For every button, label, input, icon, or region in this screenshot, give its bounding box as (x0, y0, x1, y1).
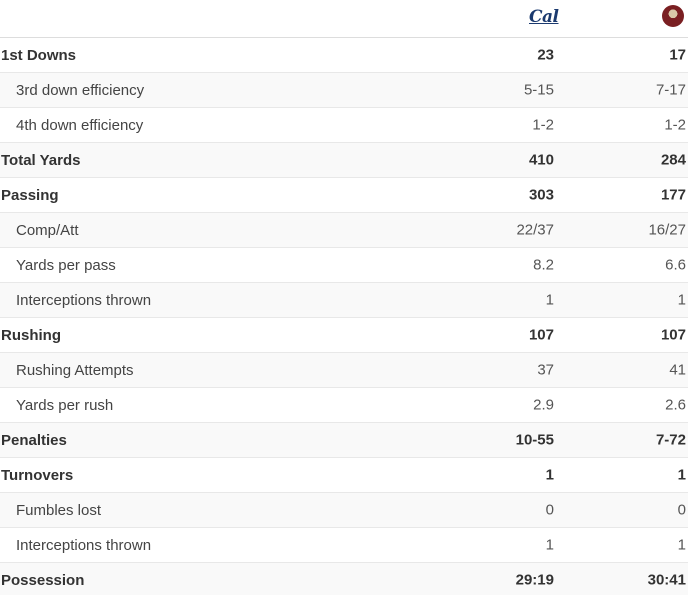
team-a-value: 1-2 (532, 116, 554, 134)
stat-label: Penalties (0, 422, 420, 458)
stat-row: 1st Downs 23 17 (0, 37, 688, 73)
team-a-value: 0 (545, 501, 554, 519)
stat-values: 2.9 2.6 (420, 387, 688, 423)
team-b-value: 6.6 (665, 256, 686, 274)
team-b-value: 30:41 (647, 571, 686, 589)
team-a-value: 10-55 (515, 431, 554, 449)
stat-values: 22/37 16/27 (420, 212, 688, 248)
stat-label: Yards per pass (0, 247, 420, 283)
team-b-value: 17 (669, 46, 686, 64)
team-header-row: Cal (0, 0, 688, 38)
stat-label: Rushing Attempts (0, 352, 420, 388)
team-b-value: 1-2 (664, 116, 686, 134)
stat-values: 37 41 (420, 352, 688, 388)
stat-values: 107 107 (420, 317, 688, 353)
team-a-value: 29:19 (515, 571, 554, 589)
team-a-value: 22/37 (516, 221, 554, 239)
stat-row: Turnovers 1 1 (0, 457, 688, 493)
stat-values: 8.2 6.6 (420, 247, 688, 283)
fsu-seminoles-logo-icon[interactable] (662, 5, 684, 27)
stat-label: 4th down efficiency (0, 107, 420, 143)
team-b-value: 41 (669, 361, 686, 379)
stat-row: Interceptions thrown 1 1 (0, 282, 688, 318)
stat-values: 1-2 1-2 (420, 107, 688, 143)
team-a-value: 5-15 (523, 81, 554, 99)
stat-label: Passing (0, 177, 420, 213)
team-a-value: 107 (528, 326, 554, 344)
team-b-value: 2.6 (665, 396, 686, 414)
team-b-value: 107 (660, 326, 686, 344)
stat-label: Comp/Att (0, 212, 420, 248)
team-b-value: 16/27 (648, 221, 686, 239)
stat-label: 3rd down efficiency (0, 72, 420, 108)
team-b-value: 1 (677, 291, 686, 309)
stat-values: 410 284 (420, 142, 688, 178)
team-a-value: 410 (528, 151, 554, 169)
team-a-value: 1 (545, 291, 554, 309)
team-b-value: 1 (677, 536, 686, 554)
stat-row: Interceptions thrown 1 1 (0, 527, 688, 563)
team-a-value: 23 (537, 46, 554, 64)
stat-row: Penalties 10-55 7-72 (0, 422, 688, 458)
stat-values: 303 177 (420, 177, 688, 213)
team-b-value: 7-17 (655, 81, 686, 99)
stat-label: Interceptions thrown (0, 527, 420, 563)
team-a-value: 1 (545, 466, 554, 484)
team-a-value: 8.2 (533, 256, 554, 274)
stat-row: Total Yards 410 284 (0, 142, 688, 178)
cal-logo-icon[interactable]: Cal (529, 7, 559, 27)
stat-row: Fumbles lost 0 0 (0, 492, 688, 528)
stat-values: 10-55 7-72 (420, 422, 688, 458)
stat-row: 4th down efficiency 1-2 1-2 (0, 107, 688, 143)
team-a-value: 1 (545, 536, 554, 554)
stat-label: Total Yards (0, 142, 420, 178)
stat-row: Rushing Attempts 37 41 (0, 352, 688, 388)
team-logos-cell: Cal (0, 0, 688, 38)
team-b-value: 1 (677, 466, 686, 484)
stat-label: Fumbles lost (0, 492, 420, 528)
stat-label: Rushing (0, 317, 420, 353)
stat-label: Possession (0, 562, 420, 595)
stat-values: 29:19 30:41 (420, 562, 688, 595)
stat-row: Passing 303 177 (0, 177, 688, 213)
stat-row: Rushing 107 107 (0, 317, 688, 353)
team-b-value: 177 (660, 186, 686, 204)
stat-label: Turnovers (0, 457, 420, 493)
stat-values: 23 17 (420, 37, 688, 73)
stat-values: 5-15 7-17 (420, 72, 688, 108)
stat-label: Interceptions thrown (0, 282, 420, 318)
stat-row: Possession 29:19 30:41 (0, 562, 688, 595)
team-a-value: 37 (537, 361, 554, 379)
team-b-value: 0 (677, 501, 686, 519)
stat-row: Yards per rush 2.9 2.6 (0, 387, 688, 423)
stat-label: Yards per rush (0, 387, 420, 423)
stat-label: 1st Downs (0, 37, 420, 73)
team-a-value: 2.9 (533, 396, 554, 414)
stat-row: Comp/Att 22/37 16/27 (0, 212, 688, 248)
team-a-value: 303 (528, 186, 554, 204)
stat-row: 3rd down efficiency 5-15 7-17 (0, 72, 688, 108)
stat-row: Yards per pass 8.2 6.6 (0, 247, 688, 283)
team-b-value: 7-72 (655, 431, 686, 449)
team-b-value: 284 (660, 151, 686, 169)
